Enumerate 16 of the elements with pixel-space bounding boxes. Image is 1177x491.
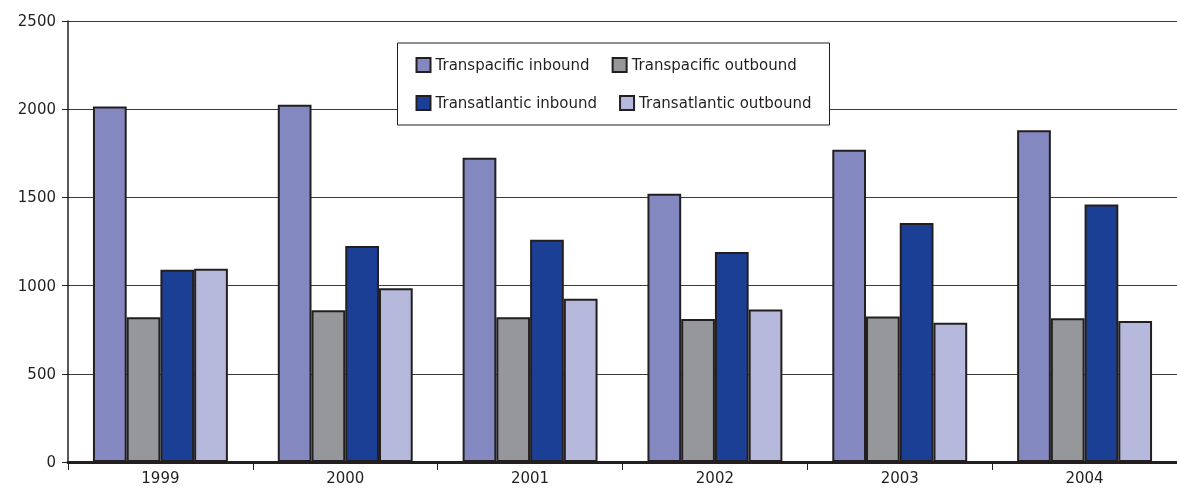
x-tick-label: 1999 [141,468,180,487]
y-tick-label: 1500 [17,188,56,207]
legend-label: Transatlantic inbound [434,94,598,112]
legend-label: Transpacific outbound [630,56,797,74]
legend-label: Transpacific inbound [434,56,590,74]
x-tick-label: 2000 [326,468,365,487]
y-tick-label: 2500 [17,12,56,30]
y-tick-label: 1000 [17,276,56,295]
x-tick-label: 2002 [695,468,735,487]
x-tick-label: 2001 [510,468,550,487]
legend-label: Transatlantic outbound [638,94,812,112]
x-tick-label: 2004 [1065,468,1104,487]
y-tick-label: 0 [46,453,56,471]
y-tick-label: 500 [27,364,56,383]
y-tick-label: 2000 [17,100,56,119]
x-tick-label: 2003 [880,468,919,487]
